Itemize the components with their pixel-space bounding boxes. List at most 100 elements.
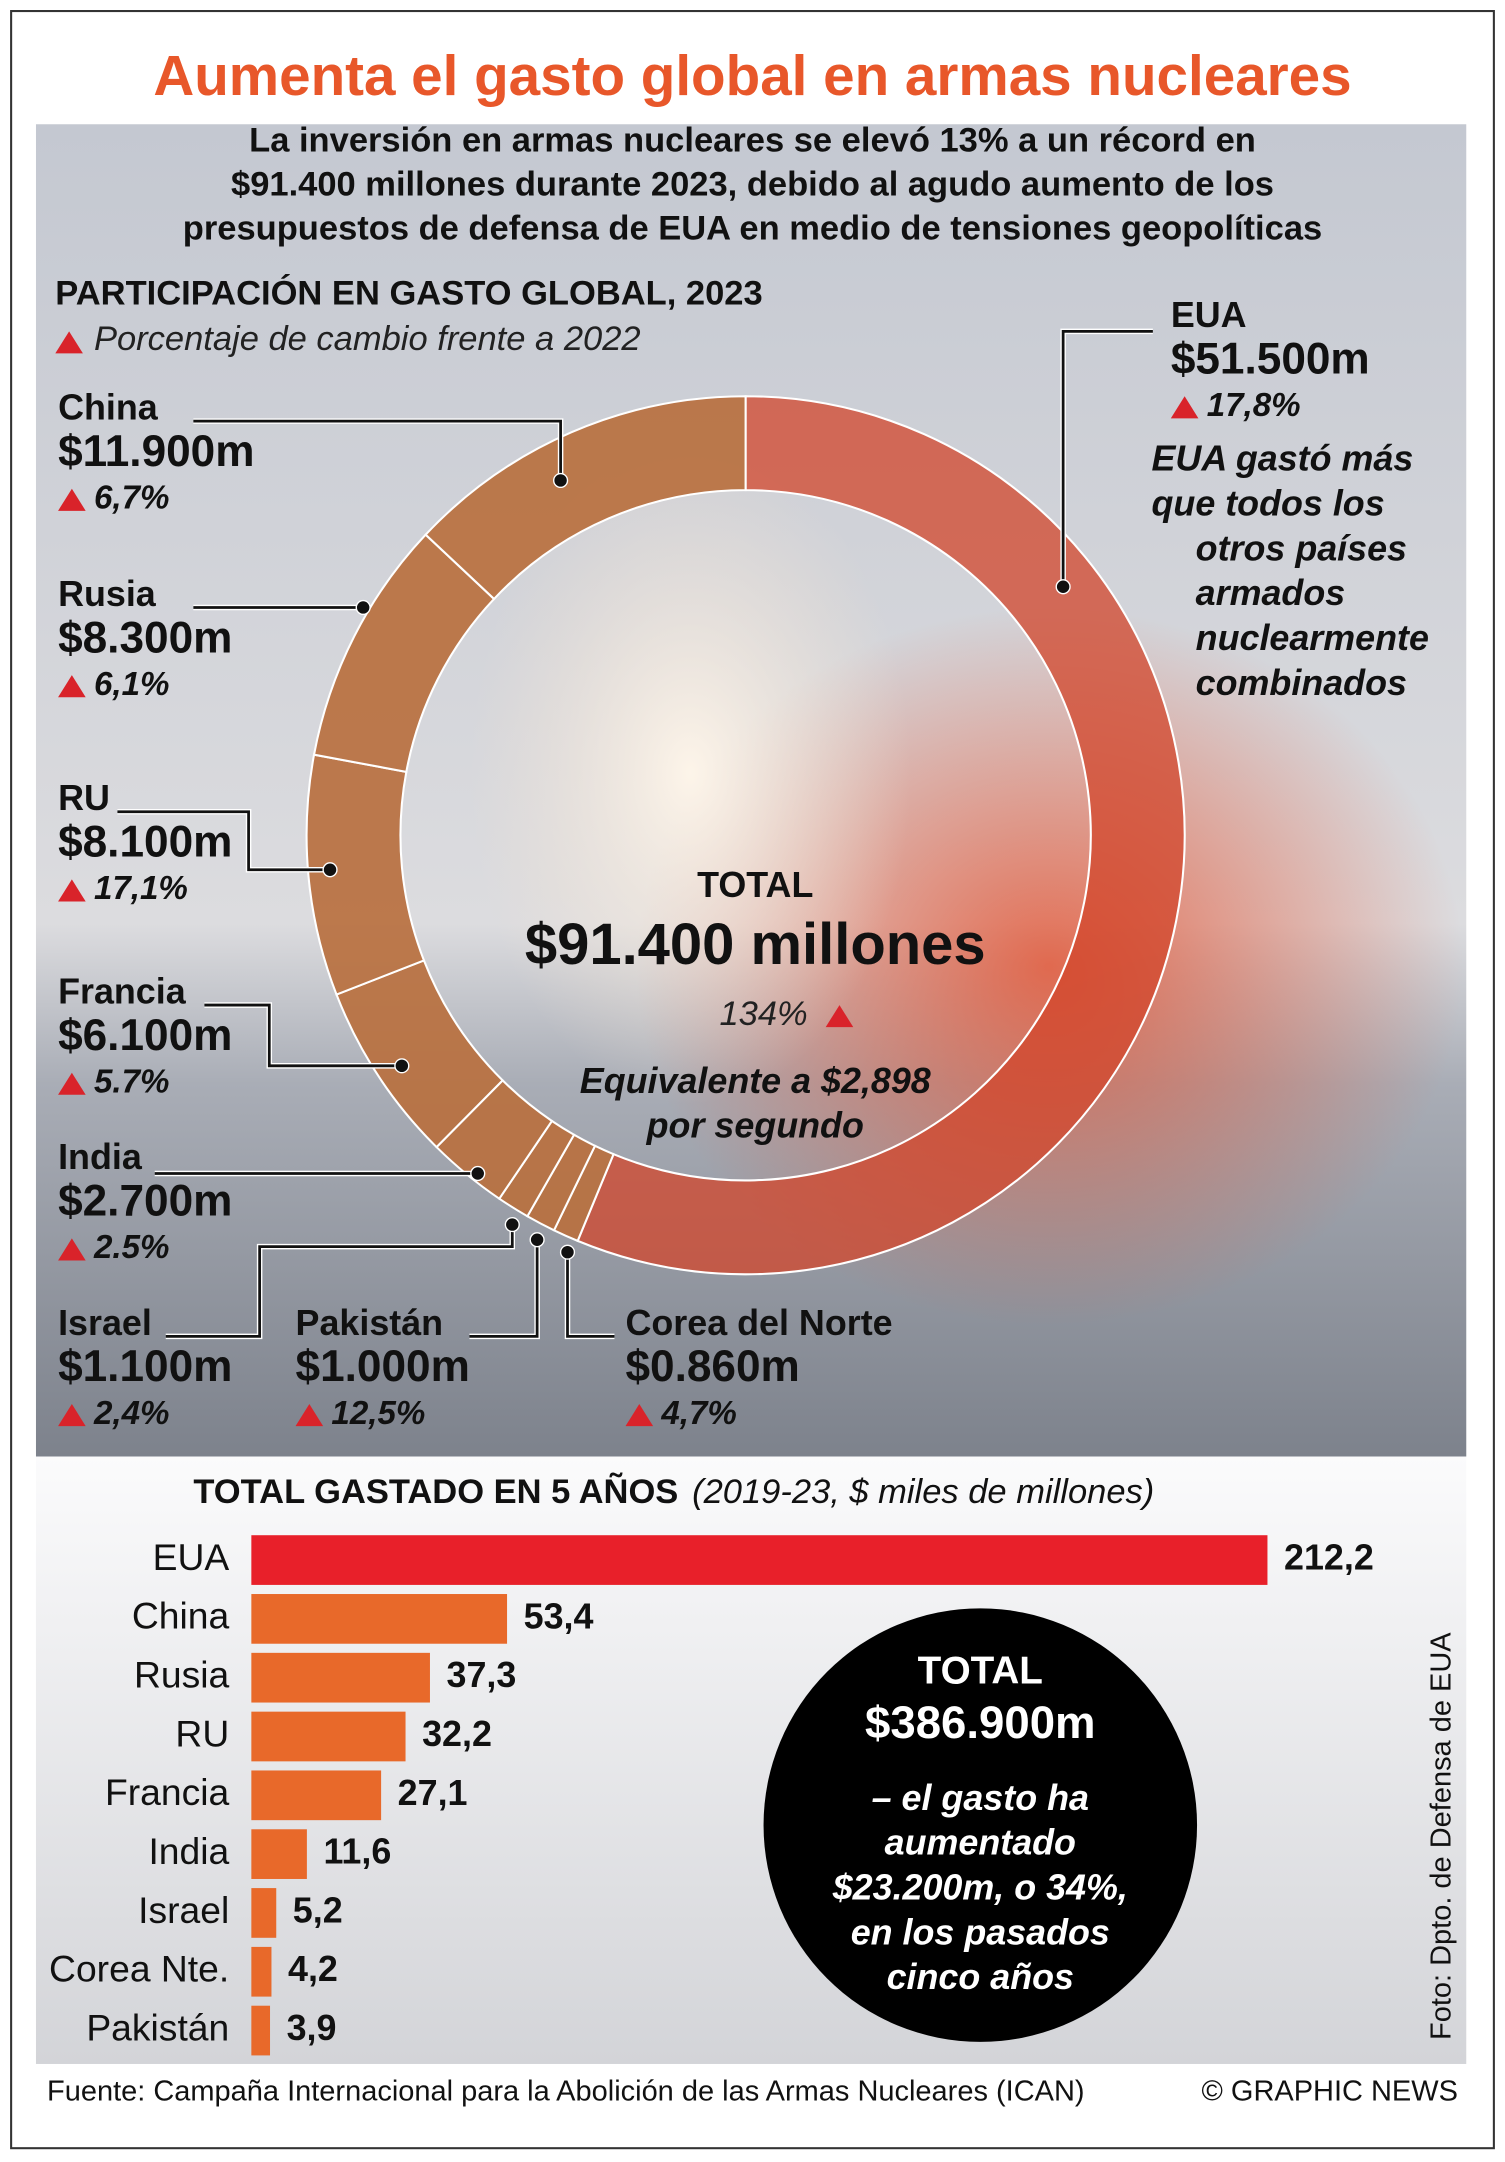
text-line: por segundo	[646, 1105, 864, 1145]
triangle-icon	[1170, 396, 1199, 419]
leader-dot	[394, 1058, 410, 1074]
category-label: Pakistán	[86, 2006, 229, 2048]
bar	[251, 1535, 1268, 1585]
center-change: 134%	[719, 995, 807, 1033]
bar-title: TOTAL GASTADO EN 5 AÑOS (2019-23, $ miles…	[193, 1472, 1154, 1511]
change-label: 6,1%	[94, 666, 170, 703]
subtitle: La inversión en armas nucleares se elevó…	[183, 121, 1322, 247]
text-line: combinados	[1196, 663, 1407, 703]
category-label: China	[132, 1595, 230, 1637]
center-total: $91.400 millones	[525, 913, 986, 977]
bar	[251, 2005, 271, 2056]
title: Aumenta el gasto global en armas nuclear…	[153, 44, 1351, 107]
callout-title: TOTAL	[918, 1649, 1043, 1692]
category-label: Rusia	[58, 574, 157, 614]
triangle-icon	[58, 675, 86, 698]
category-label: Pakistán	[296, 1303, 444, 1343]
leader-line	[469, 1239, 539, 1338]
category-label: RU	[58, 778, 110, 818]
photo-credit: Foto: Dpto. de Defensa de EUA	[1425, 1632, 1457, 2040]
value-label: $8.100m	[58, 818, 232, 867]
change-label: 4,7%	[660, 1395, 737, 1432]
text-line: $91.400 millones durante 2023, debido al…	[231, 165, 1274, 203]
text-line: que todos los	[1151, 483, 1384, 523]
bar	[251, 1770, 382, 1821]
donut-segment	[576, 395, 1186, 1276]
bar-subtitle: (2019-23, $ miles de millones)	[692, 1473, 1154, 1511]
triangle-icon	[58, 488, 86, 511]
value-label: $8.300m	[58, 613, 232, 662]
value-label: $0.860m	[625, 1342, 799, 1391]
value-label: 27,1	[398, 1773, 468, 1813]
text-line: Equivalente a $2,898	[580, 1061, 931, 1101]
donut-subtitle: Porcentaje de cambio frente a 2022	[94, 320, 641, 358]
change-label: 2.5%	[93, 1229, 170, 1266]
leader-line	[1061, 329, 1153, 587]
leader-dot	[553, 472, 569, 489]
center-title: TOTAL	[697, 865, 813, 905]
callout-total: $386.900m	[865, 1697, 1095, 1748]
text-line: $23.200m, o 34%,	[832, 1868, 1128, 1908]
text-line: otros países	[1196, 528, 1407, 568]
triangle-icon	[825, 1005, 854, 1028]
value-label: 53,4	[524, 1596, 594, 1636]
value-label: 37,3	[447, 1655, 517, 1695]
category-label: Israel	[138, 1889, 229, 1931]
leader-line	[117, 810, 331, 872]
change-label: 2,4%	[93, 1395, 170, 1432]
donut: EUA$51.500m 17,8% Corea del Norte$0.860m 4,…	[58, 295, 1370, 1432]
donut-segment	[424, 395, 747, 601]
value-label: 32,2	[422, 1714, 492, 1754]
leader-dot	[504, 1216, 520, 1233]
value-label: 4,2	[288, 1949, 338, 1989]
category-label: Francia	[105, 1771, 230, 1813]
value-label: 3,9	[287, 2008, 337, 2048]
triangle-icon	[625, 1404, 654, 1427]
bar-title-main: TOTAL GASTADO EN 5 AÑOS	[193, 1472, 678, 1511]
text-line: – el gasto ha	[872, 1778, 1089, 1818]
credit: © GRAPHIC NEWS	[1201, 2076, 1457, 2108]
text-line: cinco años	[887, 1957, 1074, 1997]
value-label: 11,6	[323, 1832, 391, 1872]
leader-line	[165, 1224, 514, 1338]
text-line: nuclearmente	[1196, 618, 1429, 658]
value-label: 5,2	[293, 1890, 343, 1930]
triangle-icon	[55, 331, 83, 354]
triangle-icon	[58, 1404, 86, 1427]
leader-line	[193, 419, 562, 481]
leader-dot	[529, 1232, 545, 1248]
category-label: Corea del Norte	[625, 1303, 892, 1343]
category-label: RU	[175, 1712, 229, 1754]
bar	[251, 1888, 277, 1938]
text-line: en los pasados	[851, 1912, 1110, 1952]
bar	[251, 1711, 406, 1762]
source: Fuente: Campaña Internacional para la Ab…	[47, 2076, 1085, 2108]
triangle-icon	[295, 1404, 324, 1427]
donut-title: PARTICIPACIÓN EN GASTO GLOBAL, 2023	[55, 273, 762, 313]
callout-circle	[763, 1608, 1198, 2042]
text-line: EUA gastó más	[1151, 439, 1413, 479]
bar-chart: EUA 212,2 China 53,4 Rusia 37,3 RU 32,2 Francia 2…	[49, 1535, 1374, 2056]
value-label: $1.100m	[58, 1342, 232, 1391]
bar	[251, 1829, 307, 1879]
category-label: India	[148, 1830, 229, 1872]
bar	[251, 1652, 430, 1703]
leader-line	[566, 1252, 615, 1338]
value-label: $2.700m	[58, 1177, 232, 1226]
change-label: 12,5%	[331, 1395, 425, 1432]
text-line: presupuestos de defensa de EUA en medio …	[183, 210, 1322, 248]
bar	[251, 1594, 508, 1644]
category-label: Francia	[58, 972, 187, 1012]
value-label: $51.500m	[1171, 334, 1370, 383]
change-label: 6,7%	[94, 480, 170, 517]
category-label: Rusia	[134, 1654, 230, 1696]
triangle-icon	[58, 1072, 86, 1095]
change-label: 17,1%	[94, 870, 188, 907]
category-label: EUA	[153, 1536, 230, 1578]
text-line: La inversión en armas nucleares se elevó…	[249, 121, 1256, 159]
photo-smoke	[469, 441, 912, 1105]
